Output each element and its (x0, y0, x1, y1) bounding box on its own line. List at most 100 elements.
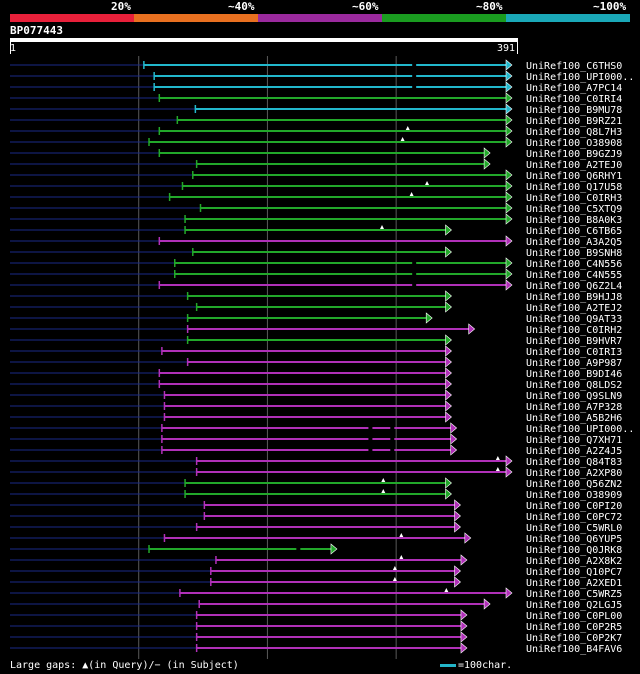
hit-label[interactable]: UniRef100_Q84T83 (526, 457, 622, 468)
hit-end-arrow (505, 70, 513, 82)
hit-label[interactable]: UniRef100_B4FAV6 (526, 644, 622, 655)
hit-label[interactable]: UniRef100_Q2LGJ5 (526, 600, 622, 611)
hit-label[interactable]: UniRef100_C5XTQ9 (526, 204, 622, 215)
query-gap-mark (392, 566, 397, 570)
hit-end-arrow (445, 389, 452, 401)
hit-end-arrow (505, 235, 513, 247)
footer-scale-legend: =100char. (440, 660, 512, 671)
hit-end-arrow (505, 257, 513, 269)
hit-label[interactable]: UniRef100_Q56ZN2 (526, 479, 622, 490)
hit-label[interactable]: UniRef100_C0IRH2 (526, 325, 622, 336)
hit-label[interactable]: UniRef100_C4N555 (526, 270, 622, 281)
hit-end-arrow (445, 246, 452, 258)
hit-label[interactable]: UniRef100_A2XED1 (526, 578, 622, 589)
hit-end-arrow (445, 301, 452, 313)
hit-label[interactable]: UniRef100_UPI000.. (526, 424, 634, 435)
hit-end-arrow (450, 422, 458, 434)
hit-label[interactable]: UniRef100_A3A2Q5 (526, 237, 622, 248)
hit-end-arrow (505, 466, 513, 478)
query-gap-mark (392, 577, 397, 581)
hit-end-arrow (445, 345, 452, 357)
hit-label[interactable]: UniRef100_C6THS0 (526, 61, 622, 72)
hit-end-arrow (483, 147, 491, 159)
hit-label[interactable]: UniRef100_B8A0K3 (526, 215, 622, 226)
hit-label[interactable]: UniRef100_C0IRI4 (526, 94, 622, 105)
hit-label[interactable]: UniRef100_A2X8K2 (526, 556, 622, 567)
hit-label[interactable]: UniRef100_C0P2R5 (526, 622, 622, 633)
hit-end-arrow (505, 279, 513, 291)
hit-label[interactable]: UniRef100_B9HJJ8 (526, 292, 622, 303)
hit-label[interactable]: UniRef100_C0IRI3 (526, 347, 622, 358)
scale-key-line (440, 663, 456, 667)
hit-label[interactable]: UniRef100_Q10PC7 (526, 567, 622, 578)
legend-label: ~60% (352, 0, 379, 13)
hit-label[interactable]: UniRef100_Q17U58 (526, 182, 622, 193)
hit-label[interactable]: UniRef100_Q8LDS2 (526, 380, 622, 391)
hit-end-arrow (505, 136, 513, 148)
hit-label[interactable]: UniRef100_O38909 (526, 490, 622, 501)
hit-label[interactable]: UniRef100_A2TEJ2 (526, 303, 622, 314)
hit-label[interactable]: UniRef100_A2Z4J5 (526, 446, 622, 457)
hit-label[interactable]: UniRef100_C0PL00 (526, 611, 622, 622)
hit-end-arrow (505, 455, 513, 467)
hit-end-arrow (450, 444, 458, 456)
hit-end-arrow (445, 488, 452, 500)
hit-label[interactable]: UniRef100_B9DI46 (526, 369, 622, 380)
hit-label[interactable]: UniRef100_Q6Z2L4 (526, 281, 622, 292)
hit-end-arrow (330, 543, 338, 555)
query-gap-mark (381, 489, 386, 493)
hit-label[interactable]: UniRef100_B9MU78 (526, 105, 622, 116)
hit-label[interactable]: UniRef100_A7P328 (526, 402, 622, 413)
hit-label[interactable]: UniRef100_Q9SLN9 (526, 391, 622, 402)
hit-label[interactable]: UniRef100_A2TEJ0 (526, 160, 622, 171)
hit-end-arrow (445, 356, 452, 368)
hit-label[interactable]: UniRef100_Q6YUP5 (526, 534, 622, 545)
hit-label[interactable]: UniRef100_A9P987 (526, 358, 622, 369)
hit-label[interactable]: UniRef100_Q7XH71 (526, 435, 622, 446)
identity-legend-bar (10, 14, 630, 22)
hit-end-arrow (445, 334, 452, 346)
legend-segment (258, 14, 382, 22)
hit-label[interactable]: UniRef100_C0IRH3 (526, 193, 622, 204)
hit-end-arrow (460, 631, 468, 643)
hit-label[interactable]: UniRef100_C5WRZ5 (526, 589, 622, 600)
hit-label[interactable]: UniRef100_C5WRL0 (526, 523, 622, 534)
hit-label[interactable]: UniRef100_C0P2K7 (526, 633, 622, 644)
legend-label: ~40% (228, 0, 255, 13)
hit-end-arrow (445, 400, 452, 412)
legend-segment (134, 14, 258, 22)
hit-label[interactable]: UniRef100_C6TB65 (526, 226, 622, 237)
hit-label[interactable]: UniRef100_A2XP80 (526, 468, 622, 479)
query-end-tick (517, 42, 518, 54)
hit-label[interactable]: UniRef100_Q8L7H3 (526, 127, 622, 138)
query-gap-mark (400, 137, 405, 141)
query-start-tick (10, 42, 11, 54)
hit-end-arrow (460, 554, 468, 566)
query-gap-mark (444, 588, 449, 592)
footer-gap-legend: Large gaps: ▲(in Query)/− (in Subject) (10, 660, 239, 671)
hit-label[interactable]: UniRef100_UPI000.. (526, 72, 634, 83)
hit-end-arrow (505, 81, 513, 93)
hit-end-arrow (505, 114, 513, 126)
hit-label[interactable]: UniRef100_A5B2H6 (526, 413, 622, 424)
hit-label[interactable]: UniRef100_B9HVR7 (526, 336, 622, 347)
hit-end-arrow (445, 290, 452, 302)
hit-end-arrow (483, 598, 491, 610)
hit-label[interactable]: UniRef100_O38908 (526, 138, 622, 149)
hit-end-arrow (445, 411, 452, 423)
hit-label[interactable]: UniRef100_C0PI20 (526, 501, 622, 512)
hit-label[interactable]: UniRef100_C4N556 (526, 259, 622, 270)
hit-end-arrow (468, 323, 476, 335)
hit-label[interactable]: UniRef100_A7PC14 (526, 83, 622, 94)
hit-label[interactable]: UniRef100_Q0JRK8 (526, 545, 622, 556)
hit-label[interactable]: UniRef100_B9RZ21 (526, 116, 622, 127)
hit-label[interactable]: UniRef100_C0PC72 (526, 512, 622, 523)
hit-label[interactable]: UniRef100_B9SNH8 (526, 248, 622, 259)
hit-end-arrow (460, 609, 468, 621)
hit-label[interactable]: UniRef100_B9GZJ9 (526, 149, 622, 160)
hit-end-arrow (505, 268, 513, 280)
hit-label[interactable]: UniRef100_Q6RHY1 (526, 171, 622, 182)
hit-end-arrow (445, 477, 452, 489)
hit-label[interactable]: UniRef100_Q9AT33 (526, 314, 622, 325)
